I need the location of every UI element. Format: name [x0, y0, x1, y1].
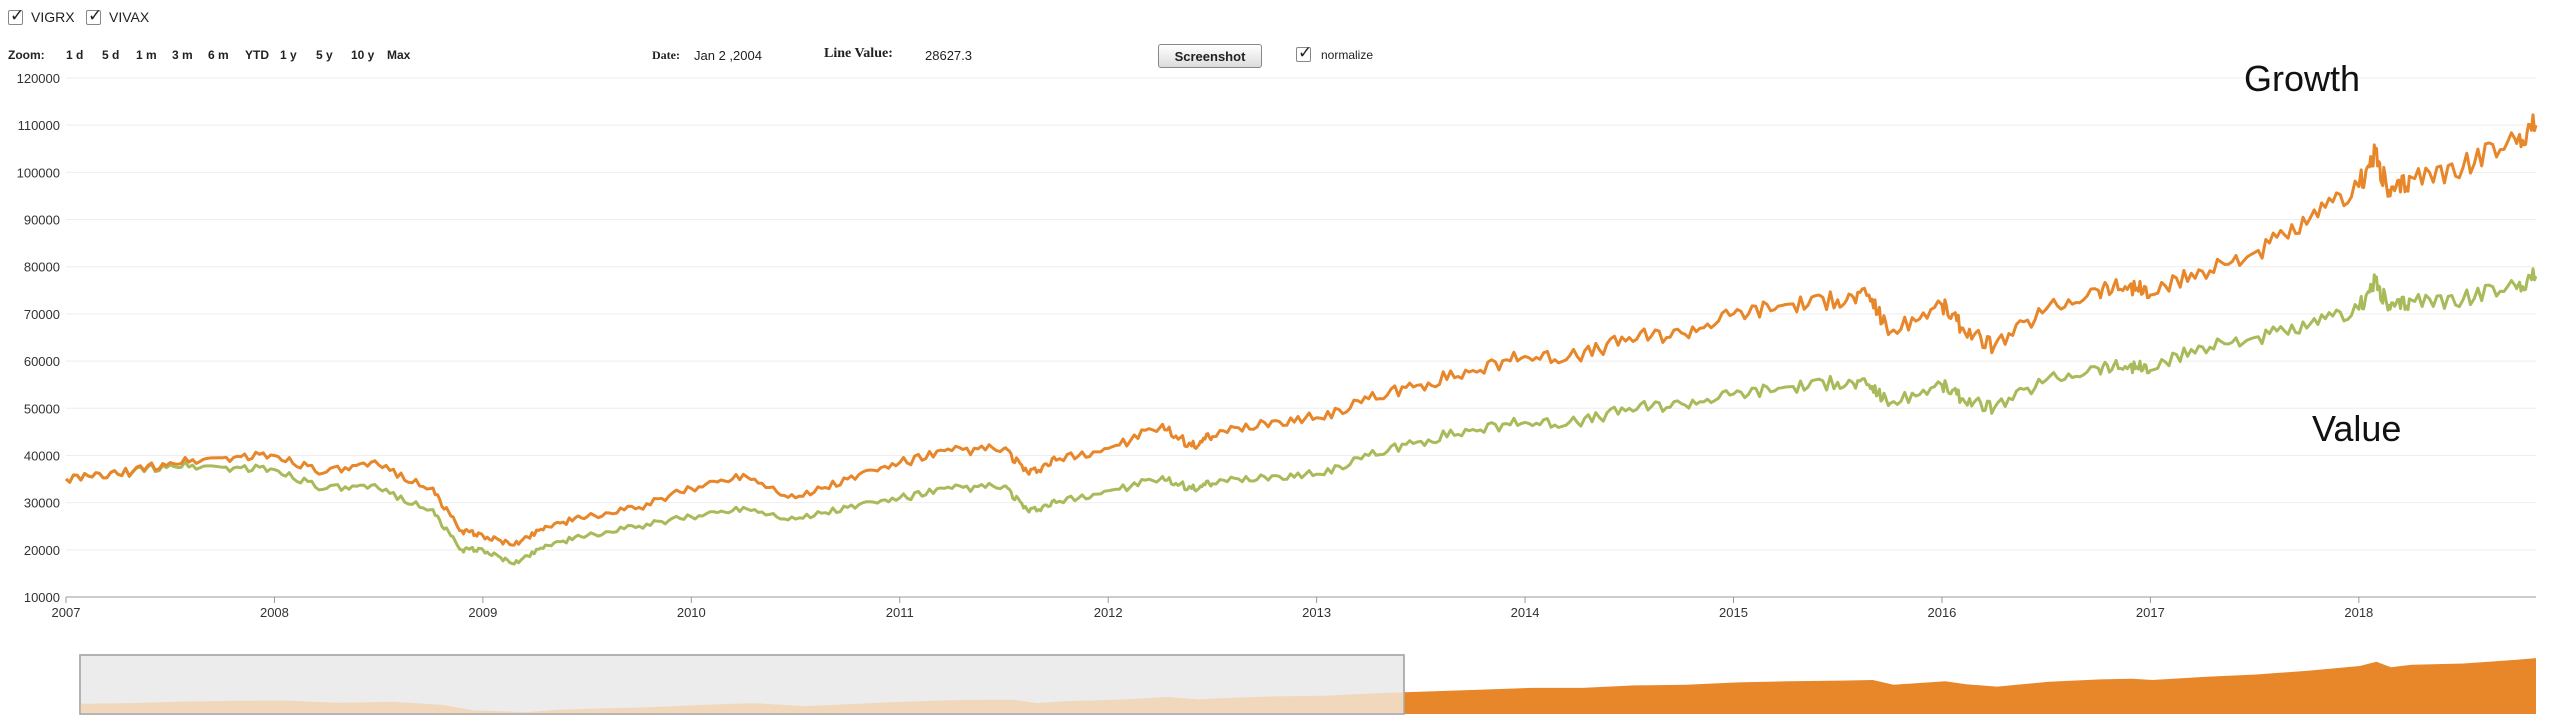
normalize-toggle[interactable]: normalize — [1296, 43, 1374, 63]
normalize-label: normalize — [1321, 47, 1374, 62]
legend-vivax[interactable]: VIVAX — [86, 6, 149, 28]
zoom-label: Zoom: — [8, 48, 45, 62]
value-annotation: Value — [2312, 408, 2402, 449]
navigator-area — [1404, 658, 2536, 714]
navigator-window-border — [79, 654, 1405, 715]
x-tick-label: 2015 — [1719, 605, 1748, 620]
vivax-checkbox[interactable] — [86, 6, 102, 26]
date-value: Jan 2 ,2004 — [694, 48, 762, 63]
zoom-10y[interactable]: 10 y — [351, 48, 375, 62]
zoom-5d[interactable]: 5 d — [102, 48, 120, 62]
growth-annotation: Growth — [2244, 58, 2361, 99]
date-label: Date: — [652, 48, 680, 62]
y-tick-label: 20000 — [24, 543, 60, 558]
x-tick-label: 2007 — [52, 605, 81, 620]
y-tick-label: 40000 — [24, 448, 60, 463]
vivax-label: VIVAX — [109, 9, 150, 25]
x-tick-label: 2017 — [2136, 605, 2165, 620]
normalize-checkbox[interactable] — [1296, 43, 1312, 63]
y-tick-label: 70000 — [24, 307, 60, 322]
x-tick-label: 2009 — [468, 605, 497, 620]
series-line-vivax — [65, 267, 2538, 566]
legend-vigrx[interactable]: VIGRX — [8, 6, 75, 28]
y-tick-label: 100000 — [17, 165, 60, 180]
zoom-max[interactable]: Max — [387, 48, 411, 62]
x-tick-label: 2010 — [677, 605, 706, 620]
x-tick-label: 2011 — [886, 605, 914, 620]
zoom-1m[interactable]: 1 m — [136, 48, 157, 62]
series-line-vigrx — [65, 113, 2538, 547]
zoom-ytd[interactable]: YTD — [245, 48, 269, 62]
y-tick-label: 80000 — [24, 260, 60, 275]
navigator-area-selected — [80, 692, 1404, 714]
line-value: 28627.3 — [925, 48, 972, 63]
zoom-5y[interactable]: 5 y — [316, 48, 333, 62]
line-value-label: Line Value: — [824, 46, 893, 61]
vigrx-checkbox[interactable] — [8, 6, 24, 26]
x-tick-label: 2008 — [260, 605, 289, 620]
x-tick-label: 2013 — [1302, 605, 1331, 620]
x-tick-label: 2012 — [1094, 605, 1123, 620]
zoom-6m[interactable]: 6 m — [208, 48, 229, 62]
y-tick-label: 10000 — [24, 590, 60, 605]
x-tick-label: 2014 — [1511, 605, 1540, 620]
x-tick-label: 2018 — [2344, 605, 2373, 620]
x-tick-label: 2016 — [1927, 605, 1956, 620]
zoom-1d[interactable]: 1 d — [66, 48, 84, 62]
vigrx-label: VIGRX — [31, 9, 75, 25]
y-tick-label: 110000 — [18, 118, 60, 133]
zoom-1y[interactable]: 1 y — [280, 48, 297, 62]
screenshot-button[interactable]: Screenshot — [1158, 44, 1262, 68]
y-tick-label: 90000 — [24, 213, 60, 228]
y-tick-label: 120000 — [17, 71, 60, 86]
y-tick-label: 30000 — [24, 496, 60, 511]
y-tick-label: 50000 — [24, 401, 60, 416]
y-tick-label: 60000 — [24, 354, 60, 369]
zoom-3m[interactable]: 3 m — [172, 48, 193, 62]
